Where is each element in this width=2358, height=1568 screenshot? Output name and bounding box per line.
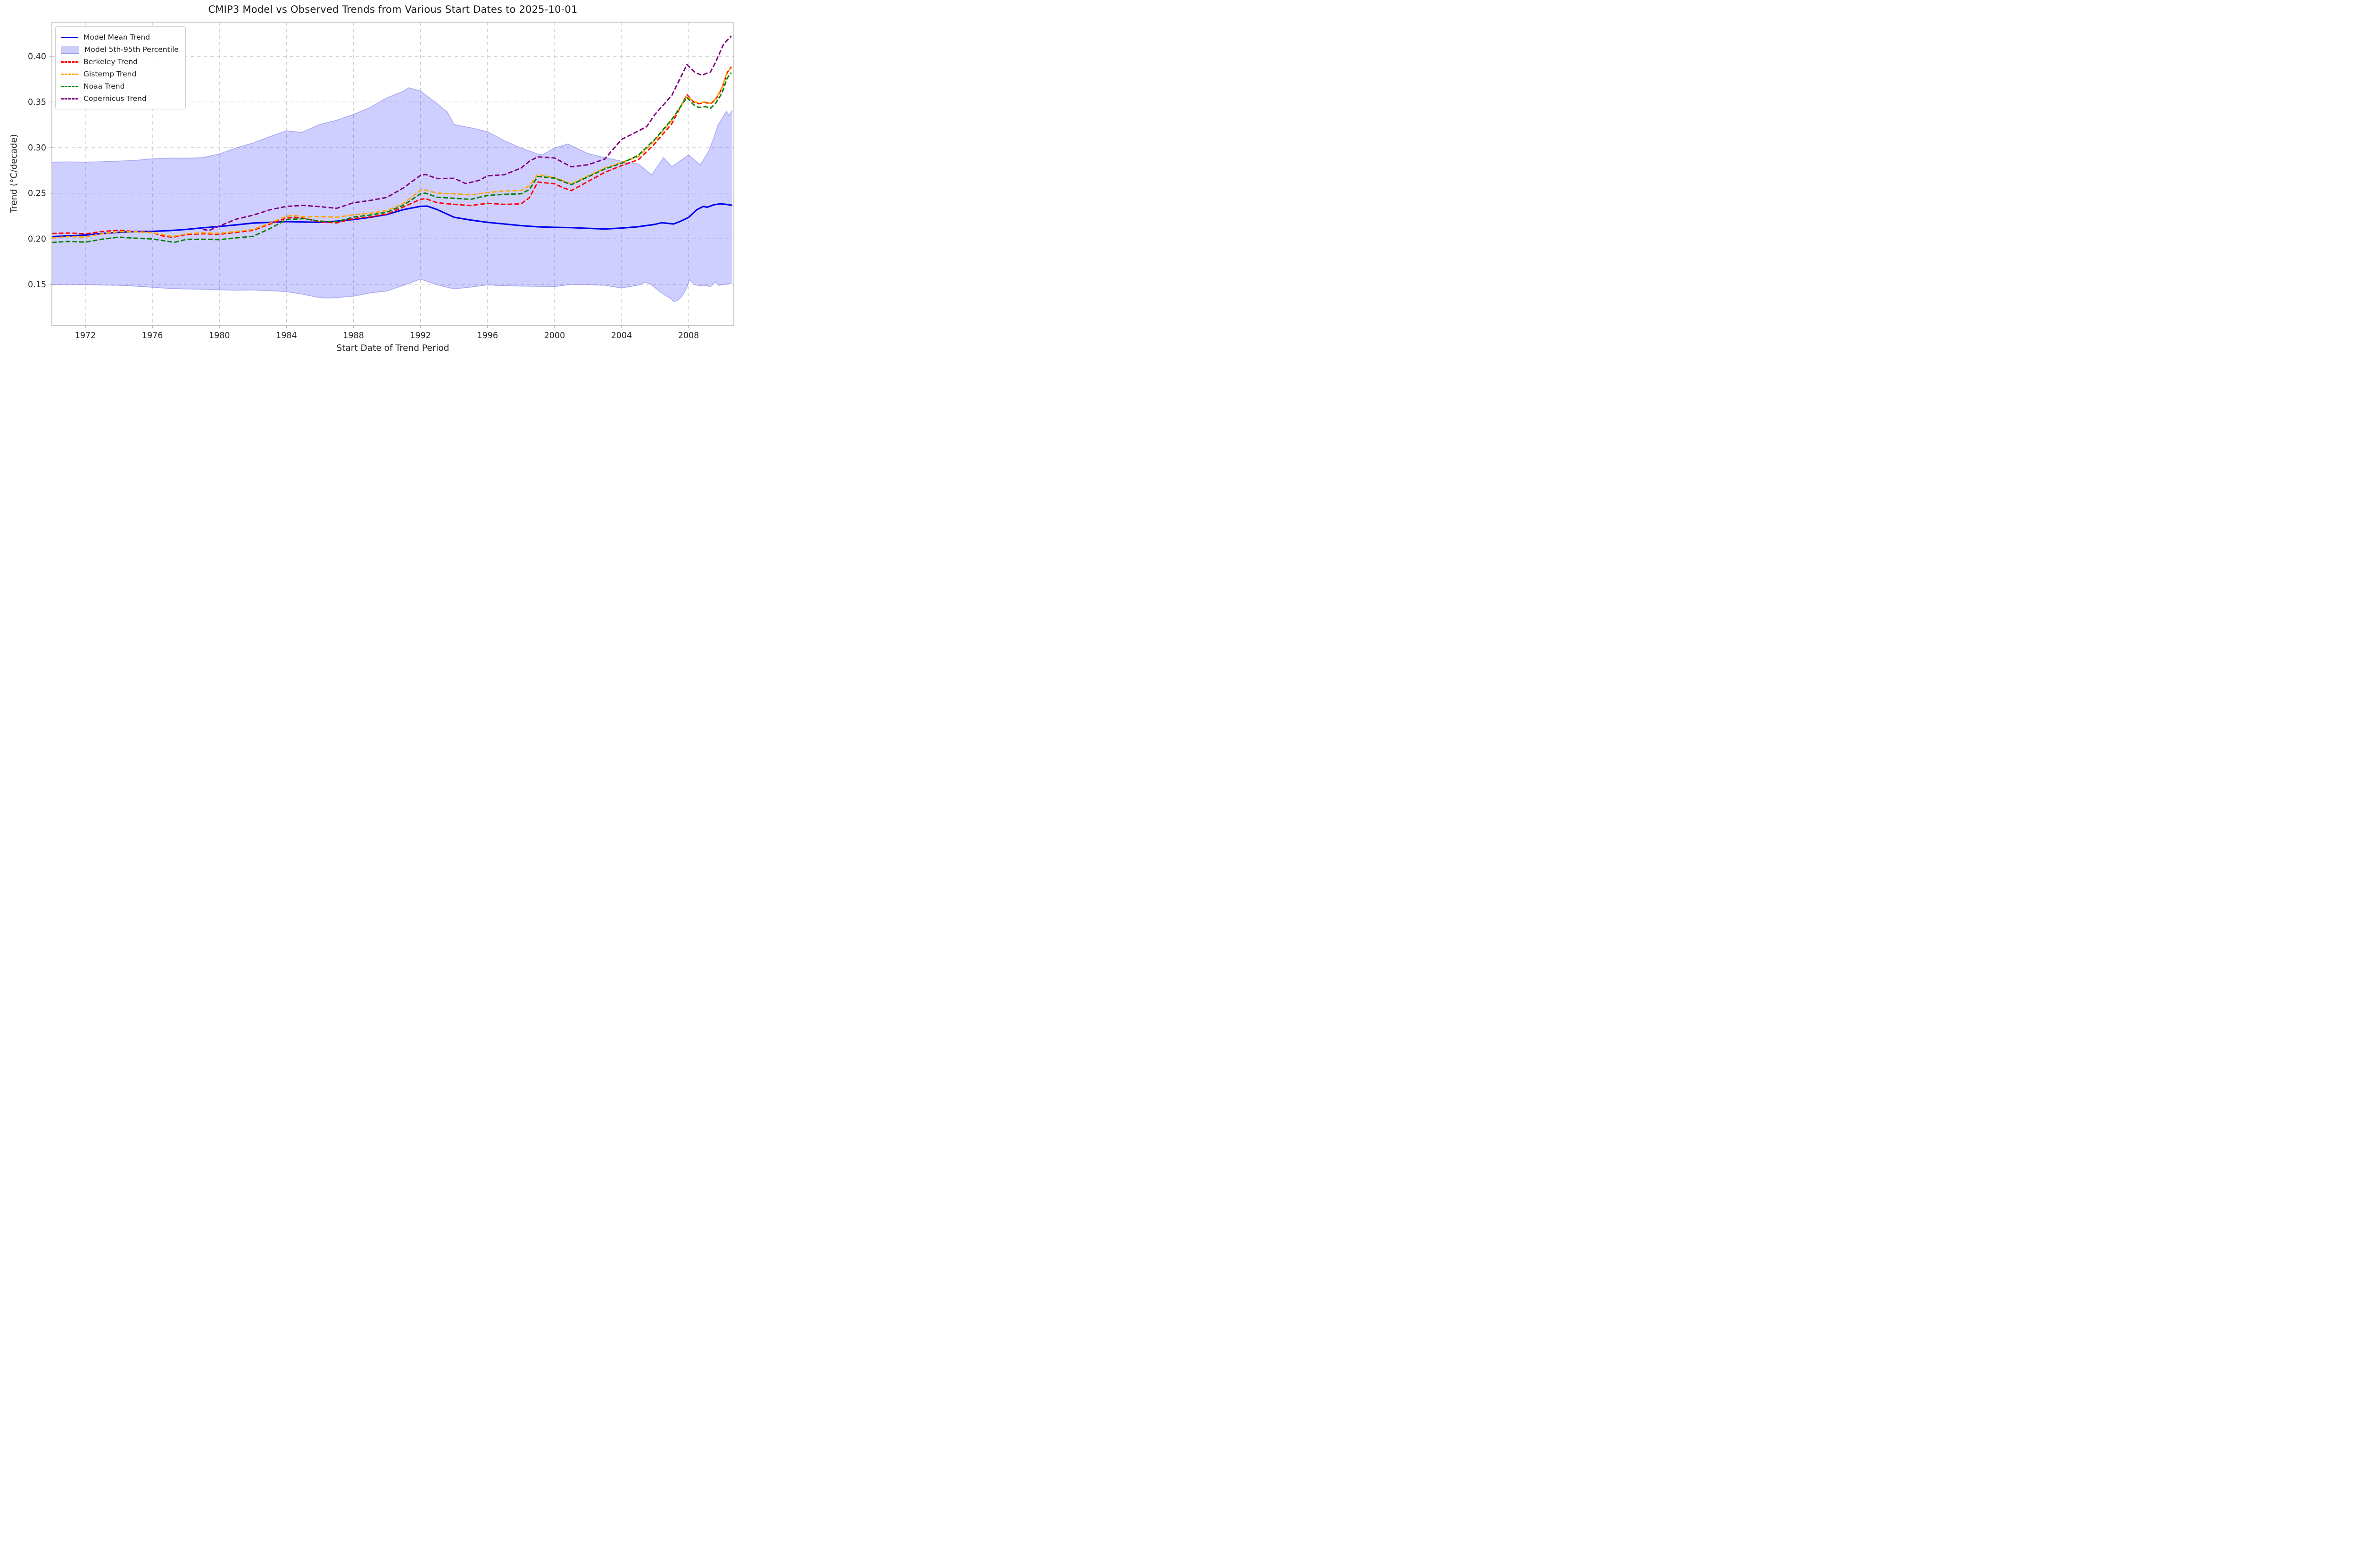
legend-line-swatch bbox=[61, 98, 78, 100]
copernicus-line bbox=[202, 35, 732, 231]
legend-line-swatch bbox=[61, 61, 78, 63]
legend-item-berkeley-trend: Berkeley Trend bbox=[61, 56, 179, 68]
x-tick-label: 2004 bbox=[611, 331, 632, 340]
legend-patch-swatch bbox=[61, 45, 79, 54]
y-tick-label: 0.30 bbox=[28, 143, 46, 153]
y-axis-label: Trend (°C/decade) bbox=[9, 134, 19, 213]
legend-line-swatch bbox=[61, 85, 78, 87]
x-tick-label: 1984 bbox=[276, 331, 297, 340]
band-edge bbox=[51, 87, 733, 176]
x-tick-label: 2000 bbox=[544, 331, 565, 340]
y-tick-label: 0.35 bbox=[28, 98, 46, 107]
chart-title: CMIP3 Model vs Observed Trends from Vari… bbox=[208, 4, 578, 15]
legend-label: Gistemp Trend bbox=[83, 70, 137, 78]
legend-line-swatch bbox=[61, 36, 78, 38]
chart-canvas: 1972 1976 1980 1984 1988 1992 1996 2000 2004 2008… bbox=[28, 22, 734, 340]
noaa-line bbox=[51, 72, 732, 243]
legend-item-model-5th-95th-percentile: Model 5th-95th Percentile bbox=[61, 43, 179, 56]
legend-item-gistemp-trend: Gistemp Trend bbox=[61, 68, 179, 80]
y-tick-label: 0.40 bbox=[28, 52, 46, 62]
legend-label: Noaa Trend bbox=[83, 82, 125, 91]
legend-line-swatch bbox=[61, 73, 78, 75]
y-tick-label: 0.15 bbox=[28, 280, 46, 290]
axes-spines bbox=[51, 22, 734, 326]
legend-label: Berkeley Trend bbox=[83, 58, 138, 66]
legend-item-noaa-trend: Noaa Trend bbox=[61, 80, 179, 92]
legend-item-copernicus-trend: Copernicus Trend bbox=[61, 92, 179, 105]
legend-label: Copernicus Trend bbox=[83, 94, 147, 103]
x-tick-label: 1996 bbox=[477, 331, 498, 340]
x-tick-label: 1988 bbox=[343, 331, 364, 340]
x-tick-label: 1972 bbox=[75, 331, 96, 340]
legend-label: Model Mean Trend bbox=[83, 33, 150, 41]
legend-label: Model 5th-95th Percentile bbox=[84, 45, 179, 54]
y-tick-label: 0.25 bbox=[28, 189, 46, 199]
legend-item-model-mean-trend: Model Mean Trend bbox=[61, 31, 179, 43]
x-tick-label: 1976 bbox=[142, 331, 163, 340]
legend: Model Mean Trend Model 5th-95th Percentil… bbox=[55, 26, 186, 109]
x-tick-label: 1980 bbox=[209, 331, 230, 340]
band-edge bbox=[51, 278, 732, 302]
x-axis-label: Start Date of Trend Period bbox=[336, 343, 449, 353]
y-tick-label: 0.20 bbox=[28, 234, 46, 244]
x-tick-label: 2008 bbox=[678, 331, 699, 340]
model-mean-line bbox=[51, 203, 732, 238]
figure: CMIP3 Model vs Observed Trends from Vari… bbox=[0, 0, 739, 360]
x-tick-label: 1992 bbox=[410, 331, 431, 340]
